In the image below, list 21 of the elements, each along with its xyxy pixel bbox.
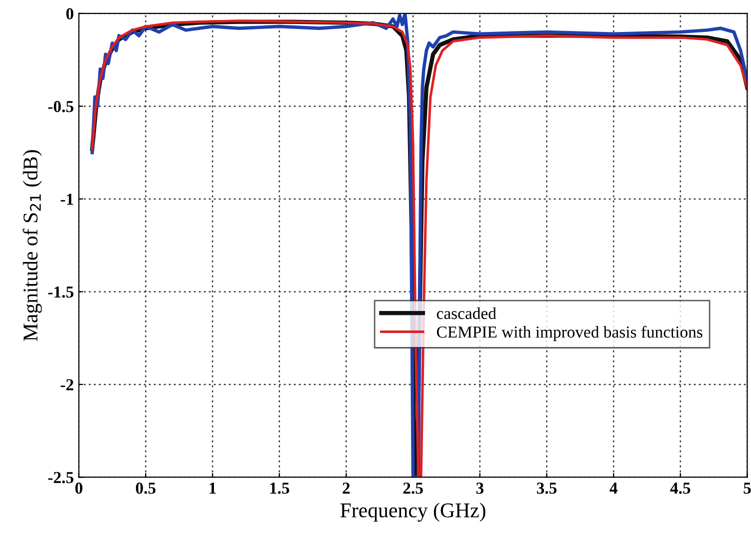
x-tick-label: 1 (210, 482, 216, 494)
x-tick-label: 0.5 (136, 482, 156, 494)
y-tick-label: -1 (60, 194, 74, 205)
legend-label: CEMPIE with improved basis functions (436, 326, 702, 342)
x-tick-label: 0 (75, 482, 82, 494)
y-axis-title: Magnitude of S$_{21}$ (dB) (22, 150, 42, 341)
x-tick-label: 1.5 (270, 482, 290, 494)
x-tick-label: 3 (476, 482, 484, 494)
y-tick-label: -2 (60, 379, 74, 390)
y-tick-label: -0.5 (48, 100, 74, 112)
x-tick-label: 4 (610, 482, 618, 494)
x-tick-label: 2.5 (403, 482, 423, 494)
y-tick-label: -2.5 (48, 472, 74, 484)
legend-label: cascaded (436, 307, 496, 320)
x-tick-label: 3.5 (536, 482, 557, 494)
x-axis-title: Frequency (GHz) (340, 502, 486, 522)
y-tick-label: -1.5 (48, 286, 74, 298)
x-tick-label: 4.5 (670, 482, 690, 494)
x-tick-label: 5 (744, 482, 751, 494)
x-tick-label: 2 (342, 482, 350, 494)
y-tick-label: 0 (66, 8, 74, 20)
